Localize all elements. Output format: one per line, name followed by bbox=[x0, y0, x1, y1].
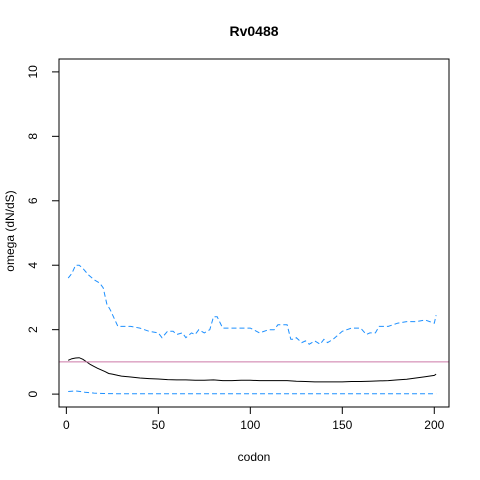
y-tick-label-6: 6 bbox=[26, 197, 40, 204]
x-tick-label-50: 50 bbox=[152, 418, 166, 432]
chart-title: Rv0488 bbox=[229, 23, 278, 39]
y-tick-label-2: 2 bbox=[26, 326, 40, 333]
series-line-2 bbox=[67, 264, 437, 345]
x-tick-label-100: 100 bbox=[240, 418, 260, 432]
x-tick-label-200: 200 bbox=[424, 418, 444, 432]
y-tick-label-0: 0 bbox=[26, 390, 40, 397]
series-line-3 bbox=[68, 390, 437, 395]
x-tick-label-0: 0 bbox=[63, 418, 70, 432]
y-tick-label-4: 4 bbox=[26, 262, 40, 269]
series-line-1 bbox=[68, 357, 437, 383]
x-tick-label-150: 150 bbox=[332, 418, 352, 432]
y-axis-label: omega (dN/dS) bbox=[3, 190, 17, 271]
y-tick-label-8: 8 bbox=[26, 133, 40, 140]
y-tick-label-10: 10 bbox=[26, 65, 40, 79]
x-axis-label: codon bbox=[238, 450, 271, 464]
plot-area: 0 50 100 150 200 0 2 4 6 8 10 bbox=[26, 58, 450, 432]
